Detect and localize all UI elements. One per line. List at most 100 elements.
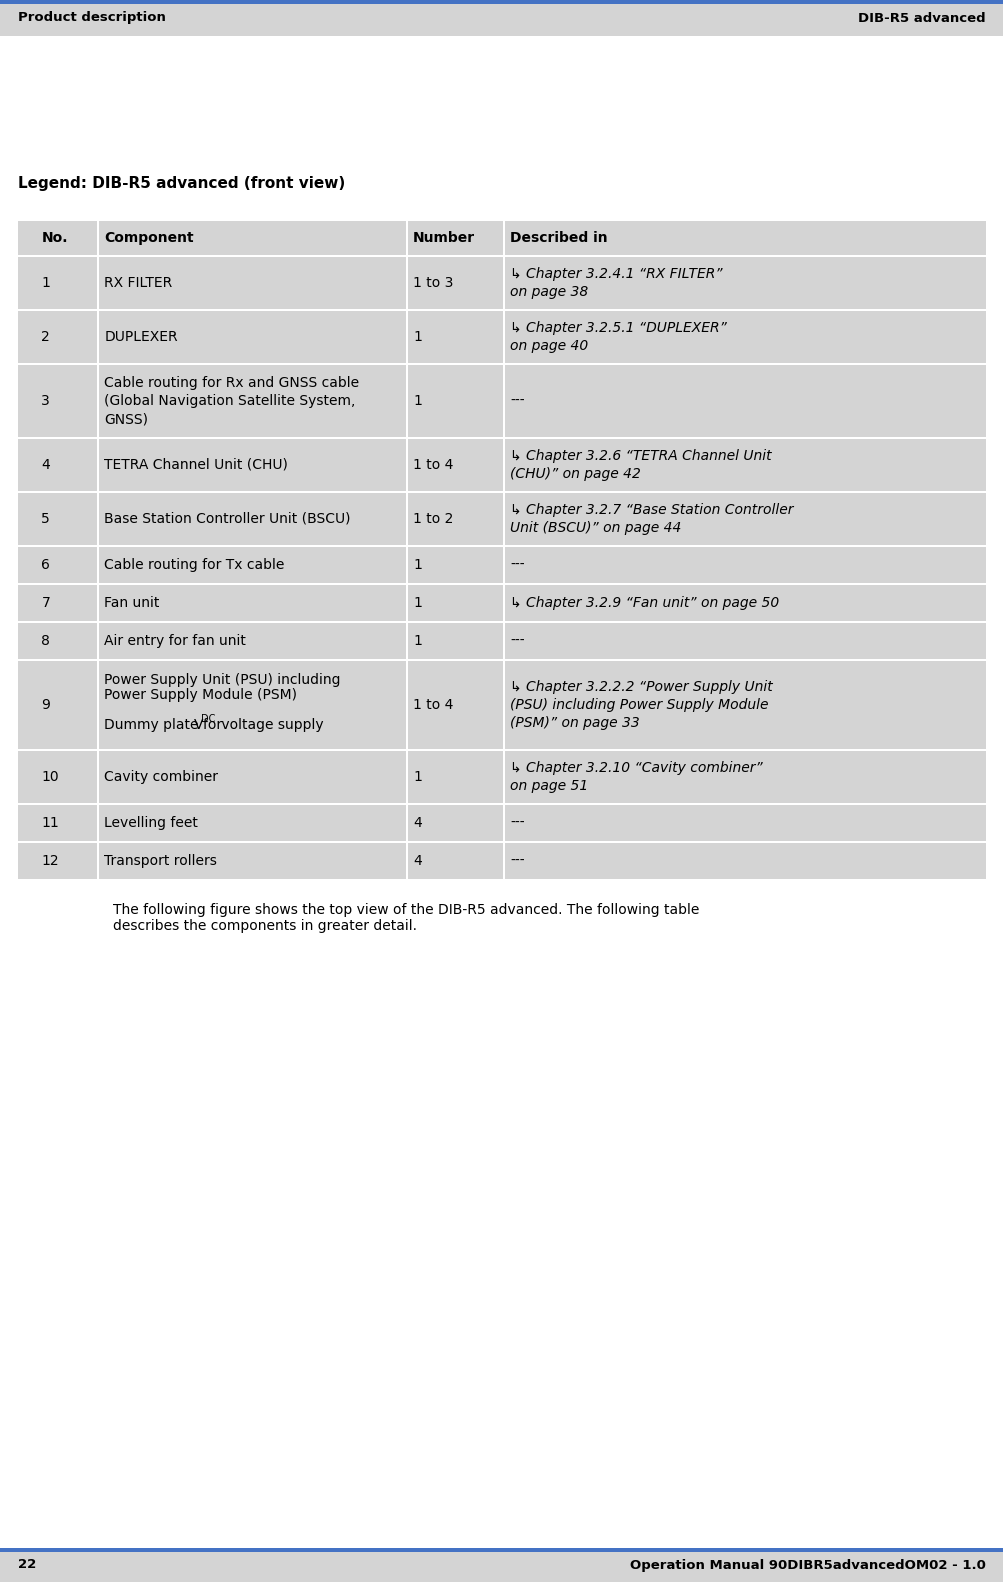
Bar	[406, 494, 408, 546]
Bar	[18, 804, 985, 805]
Bar	[18, 221, 985, 255]
Bar	[503, 221, 505, 255]
Text: V: V	[194, 718, 204, 732]
Bar	[97, 312, 99, 362]
Text: Base Station Controller Unit (BSCU): Base Station Controller Unit (BSCU)	[104, 513, 350, 525]
Bar	[406, 585, 408, 622]
Bar	[18, 660, 985, 661]
Bar	[406, 256, 408, 308]
Text: 1: 1	[412, 558, 421, 573]
Bar	[406, 547, 408, 584]
Text: 1 to 3: 1 to 3	[412, 275, 453, 290]
Bar	[97, 365, 99, 437]
Bar	[406, 221, 408, 255]
Bar	[503, 585, 505, 622]
Text: 1 to 4: 1 to 4	[412, 698, 453, 712]
Text: Number: Number	[412, 231, 474, 245]
Bar	[18, 751, 985, 804]
Bar	[406, 365, 408, 437]
Text: No.: No.	[41, 231, 68, 245]
Text: 4: 4	[412, 854, 421, 869]
Text: Legend: DIB-R5 advanced (front view): Legend: DIB-R5 advanced (front view)	[18, 176, 345, 191]
Text: 1 to 2: 1 to 2	[412, 513, 453, 525]
Text: ↳ Chapter 3.2.4.1 “RX FILTER”
on page 38: ↳ Chapter 3.2.4.1 “RX FILTER” on page 38	[510, 267, 722, 299]
Bar	[97, 494, 99, 546]
Bar	[18, 490, 985, 494]
Bar	[503, 623, 505, 660]
Text: 4: 4	[412, 816, 421, 831]
Bar	[18, 585, 985, 622]
Text: RX FILTER: RX FILTER	[104, 275, 173, 290]
Text: TETRA Channel Unit (CHU): TETRA Channel Unit (CHU)	[104, 459, 288, 471]
Bar	[18, 584, 985, 585]
Text: DUPLEXER: DUPLEXER	[104, 331, 178, 343]
Bar	[503, 494, 505, 546]
Bar	[18, 494, 985, 546]
Text: 6: 6	[41, 558, 50, 573]
Bar	[18, 308, 985, 312]
Bar	[18, 365, 985, 437]
Text: Power Supply Module (PSM): Power Supply Module (PSM)	[104, 688, 297, 702]
Bar	[18, 623, 985, 660]
Text: ↳ Chapter 3.2.6 “TETRA Channel Unit
(CHU)” on page 42: ↳ Chapter 3.2.6 “TETRA Channel Unit (CHU…	[510, 449, 770, 481]
Bar	[503, 547, 505, 584]
Bar	[18, 312, 985, 362]
Text: Levelling feet: Levelling feet	[104, 816, 198, 831]
Bar	[406, 312, 408, 362]
Bar	[97, 547, 99, 584]
Bar	[18, 362, 985, 365]
Text: 2: 2	[41, 331, 50, 343]
Bar	[0, 1549, 1003, 1582]
Bar	[406, 843, 408, 880]
Bar	[18, 748, 985, 751]
Text: Cable routing for Tx cable: Cable routing for Tx cable	[104, 558, 285, 573]
Text: ↳ Chapter 3.2.10 “Cavity combiner”
on page 51: ↳ Chapter 3.2.10 “Cavity combiner” on pa…	[510, 761, 762, 793]
Bar	[18, 255, 985, 256]
Bar	[0, 1549, 1003, 1552]
Text: 5: 5	[41, 513, 50, 525]
Bar	[97, 438, 99, 490]
Bar	[0, 0, 1003, 36]
Text: 11: 11	[41, 816, 59, 831]
Bar	[97, 805, 99, 842]
Text: Operation Manual 90DIBR5advancedOM02 - 1.0: Operation Manual 90DIBR5advancedOM02 - 1…	[630, 1558, 985, 1571]
Bar	[503, 438, 505, 490]
Bar	[97, 256, 99, 308]
Bar	[18, 622, 985, 623]
Bar	[97, 623, 99, 660]
Text: ↳ Chapter 3.2.9 “Fan unit” on page 50: ↳ Chapter 3.2.9 “Fan unit” on page 50	[510, 596, 778, 611]
Bar	[503, 805, 505, 842]
Text: 1: 1	[412, 394, 421, 408]
Bar	[97, 751, 99, 804]
Bar	[18, 438, 985, 490]
Bar	[406, 751, 408, 804]
Text: DC: DC	[201, 713, 215, 725]
Bar	[0, 0, 1003, 5]
Text: ---: ---	[510, 394, 524, 408]
Text: Cable routing for Rx and GNSS cable
(Global Navigation Satellite System,
GNSS): Cable routing for Rx and GNSS cable (Glo…	[104, 375, 359, 427]
Text: 1: 1	[412, 331, 421, 343]
Text: 9: 9	[41, 698, 50, 712]
Text: Cavity combiner: Cavity combiner	[104, 770, 218, 785]
Bar	[503, 256, 505, 308]
Text: ---: ---	[510, 816, 524, 831]
Text: Power Supply Unit (PSU) including: Power Supply Unit (PSU) including	[104, 672, 340, 687]
Bar	[97, 843, 99, 880]
Text: Dummy plate for: Dummy plate for	[104, 718, 227, 732]
Text: ↳ Chapter 3.2.7 “Base Station Controller
Unit (BSCU)” on page 44: ↳ Chapter 3.2.7 “Base Station Controller…	[510, 503, 792, 535]
Text: 7: 7	[41, 596, 50, 611]
Text: The following figure shows the top view of the DIB-R5 advanced. The following ta: The following figure shows the top view …	[113, 903, 699, 933]
Text: 1: 1	[412, 770, 421, 785]
Text: DIB-R5 advanced: DIB-R5 advanced	[858, 11, 985, 24]
Bar	[18, 256, 985, 308]
Text: 1: 1	[412, 634, 421, 649]
Bar	[503, 365, 505, 437]
Bar	[406, 805, 408, 842]
Bar	[18, 842, 985, 843]
Text: 3: 3	[41, 394, 50, 408]
Text: Product description: Product description	[18, 11, 165, 24]
Text: voltage supply: voltage supply	[217, 718, 323, 732]
Bar	[406, 623, 408, 660]
Bar	[97, 661, 99, 748]
Text: Transport rollers: Transport rollers	[104, 854, 217, 869]
